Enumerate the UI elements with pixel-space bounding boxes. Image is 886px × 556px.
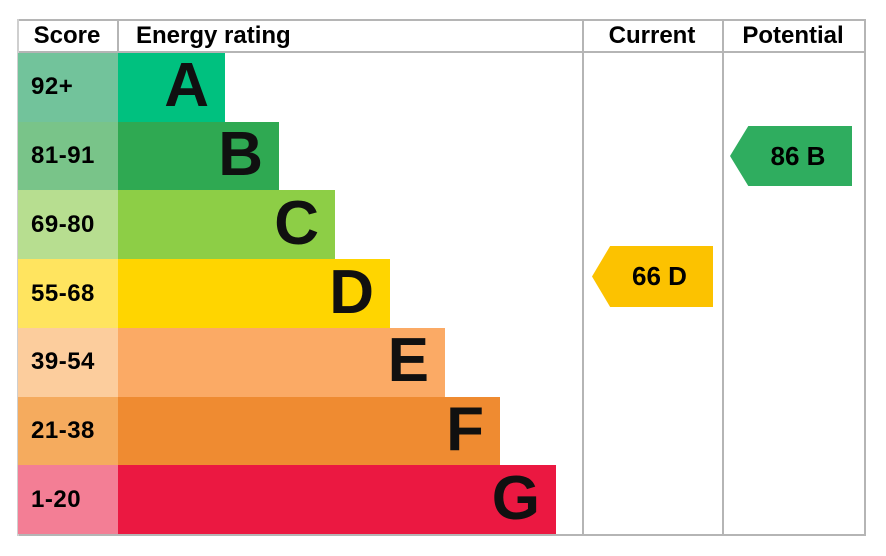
score-label: 1-20 <box>31 485 82 513</box>
score-cell: 92+ <box>18 53 118 122</box>
score-label: 69-80 <box>31 210 95 238</box>
band-row: 69-80 C <box>18 188 866 260</box>
potential-arrow: 86 B <box>730 126 852 186</box>
rating-bar: D <box>118 259 390 328</box>
score-label: 92+ <box>31 73 74 101</box>
rating-letter: C <box>274 188 319 258</box>
rating-letter: E <box>387 326 429 396</box>
current-arrow-label: 66 D <box>632 261 687 291</box>
band-row: 39-54 E <box>18 326 866 397</box>
score-label: 55-68 <box>31 279 95 307</box>
header-score: Score <box>33 22 101 49</box>
grid-line-right <box>864 19 866 536</box>
rating-letter: D <box>329 257 374 327</box>
bands: 92+ A 81-91 B 69-80 C 55-68 D 39-54 <box>18 53 866 535</box>
band-row: 81-91 B <box>18 120 866 191</box>
header-potential: Potential <box>742 22 844 49</box>
score-label: 21-38 <box>31 416 95 444</box>
band-row: 55-68 D <box>18 259 866 328</box>
score-cell: 81-91 <box>18 121 118 191</box>
grid-line-header-bottom <box>17 51 866 53</box>
grid-line-potential-divider <box>722 19 724 536</box>
rating-bar: F <box>118 394 500 466</box>
rating-letter: F <box>446 394 484 464</box>
grid-line-bottom <box>17 534 866 536</box>
score-label: 39-54 <box>31 348 95 376</box>
grid-line-score-divider <box>117 19 119 53</box>
grid-line-current-divider <box>582 19 584 536</box>
potential-arrow-label: 86 B <box>770 140 826 171</box>
score-cell: 39-54 <box>18 327 118 397</box>
rating-bar: G <box>118 463 556 535</box>
rating-bar: B <box>118 120 279 191</box>
current-arrow: 66 D <box>592 246 713 307</box>
score-cell: 21-38 <box>18 396 118 466</box>
rating-bar: A <box>118 53 225 122</box>
score-cell: 69-80 <box>18 190 118 260</box>
header-current: Current <box>608 22 696 49</box>
header-energy-rating: Energy rating <box>136 22 291 49</box>
rating-bar: E <box>118 326 445 397</box>
grid-line-top <box>17 19 866 21</box>
score-cell: 55-68 <box>18 259 118 328</box>
rating-bar: C <box>118 188 335 260</box>
band-row: 21-38 F <box>18 394 866 466</box>
score-label: 81-91 <box>31 142 95 170</box>
score-cell: 1-20 <box>18 465 118 535</box>
rating-letter: B <box>218 120 263 190</box>
band-row: 1-20 G <box>18 463 866 535</box>
band-row: 92+ A <box>18 53 866 122</box>
rating-letter: A <box>164 51 209 121</box>
rating-letter: G <box>491 463 540 533</box>
